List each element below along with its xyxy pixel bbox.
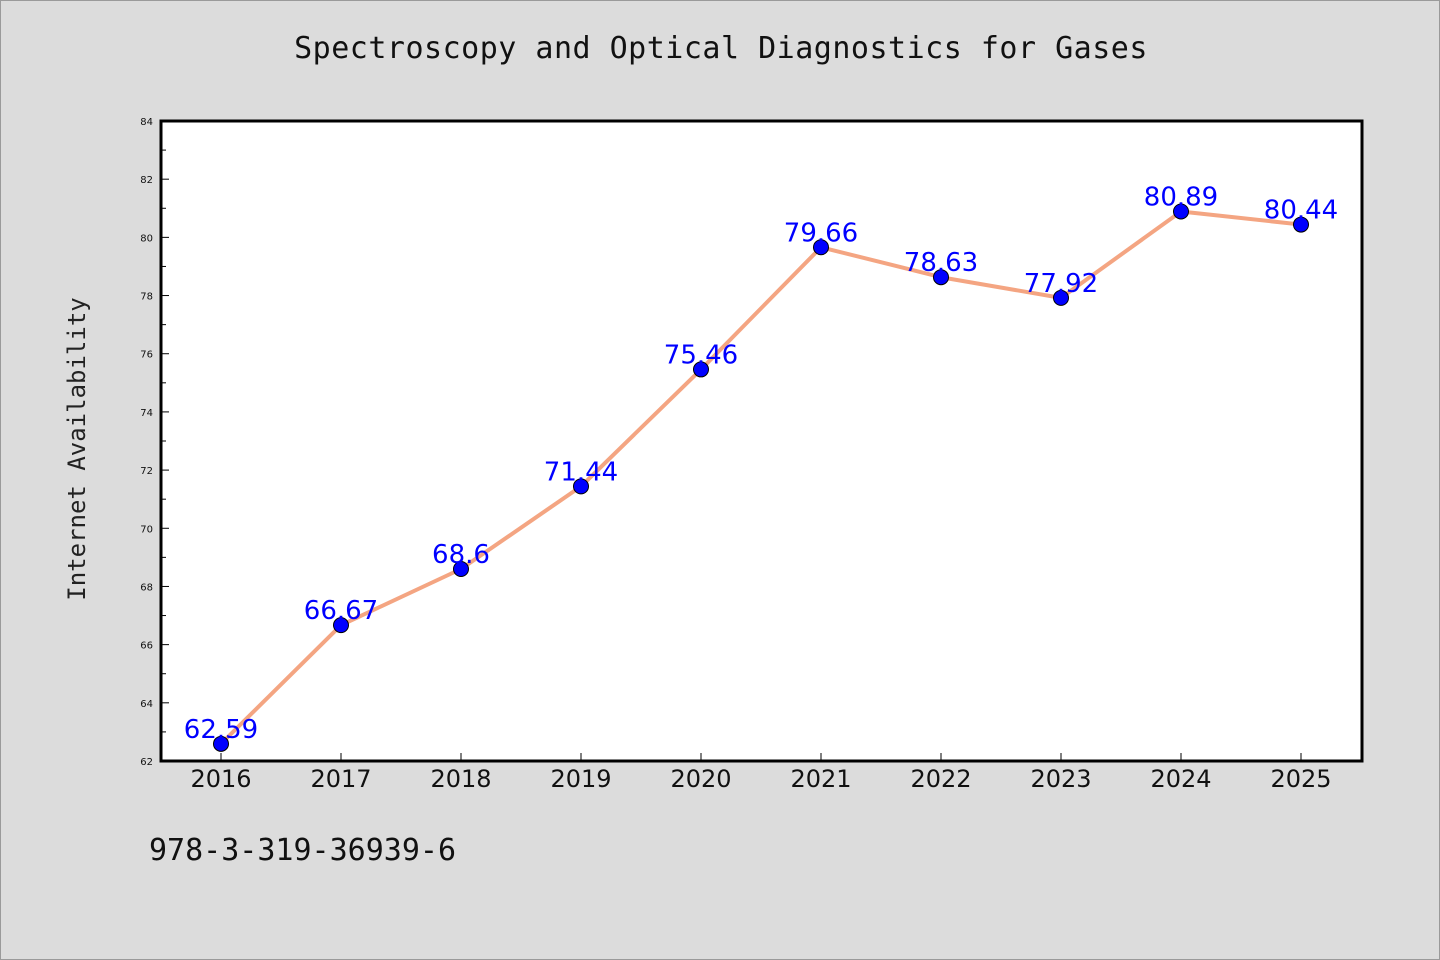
data-label: 78.63 xyxy=(904,248,978,278)
data-label: 62.59 xyxy=(184,715,258,745)
data-point xyxy=(813,239,829,256)
data-label: 71.44 xyxy=(544,457,618,487)
x-tick-label: 2021 xyxy=(790,765,851,793)
data-point xyxy=(933,269,949,286)
data-point xyxy=(1053,289,1069,306)
y-tick-label: 62 xyxy=(140,757,153,768)
data-point xyxy=(1293,216,1309,233)
x-tick-label: 2019 xyxy=(550,765,611,793)
y-tick-label: 80 xyxy=(140,233,153,244)
data-point xyxy=(693,361,709,378)
y-tick-label: 68 xyxy=(140,582,153,593)
plot-border xyxy=(159,119,1364,763)
isbn-footnote: 978-3-319-36939-6 xyxy=(149,833,457,868)
x-tick-label: 2023 xyxy=(1030,765,1091,793)
x-tick-label: 2020 xyxy=(670,765,731,793)
series-line xyxy=(219,209,1303,746)
data-point xyxy=(453,561,469,577)
x-tick-label: 2018 xyxy=(430,765,491,793)
data-label: 79.66 xyxy=(784,218,858,248)
y-tick-label: 74 xyxy=(140,408,153,419)
x-tick-label: 2016 xyxy=(190,765,251,793)
x-tick-label: 2025 xyxy=(1270,765,1331,793)
y-tick-label: 72 xyxy=(140,466,153,477)
data-point xyxy=(213,735,229,752)
chart-title: Spectroscopy and Optical Diagnostics for… xyxy=(294,31,1148,66)
y-tick-label: 66 xyxy=(140,641,153,652)
y-tick-label: 82 xyxy=(140,175,153,186)
y-tick-label: 78 xyxy=(140,292,153,303)
data-label: 80.89 xyxy=(1144,182,1218,212)
y-tick-label: 76 xyxy=(140,350,153,361)
x-tick-label: 2022 xyxy=(910,765,971,793)
y-tick-label: 84 xyxy=(140,117,153,128)
data-label: 66.67 xyxy=(304,596,378,626)
y-tick-label: 64 xyxy=(140,699,153,710)
data-point xyxy=(333,617,349,634)
data-label: 80.44 xyxy=(1264,196,1338,226)
data-point xyxy=(1173,203,1189,220)
data-label: 68.6 xyxy=(432,540,490,570)
data-label: 77.92 xyxy=(1024,269,1098,299)
x-tick-label: 2024 xyxy=(1150,765,1211,793)
y-tick-label: 70 xyxy=(140,524,153,535)
data-point xyxy=(573,478,589,495)
data-label: 75.46 xyxy=(664,340,738,370)
x-tick-label: 2017 xyxy=(310,765,371,793)
